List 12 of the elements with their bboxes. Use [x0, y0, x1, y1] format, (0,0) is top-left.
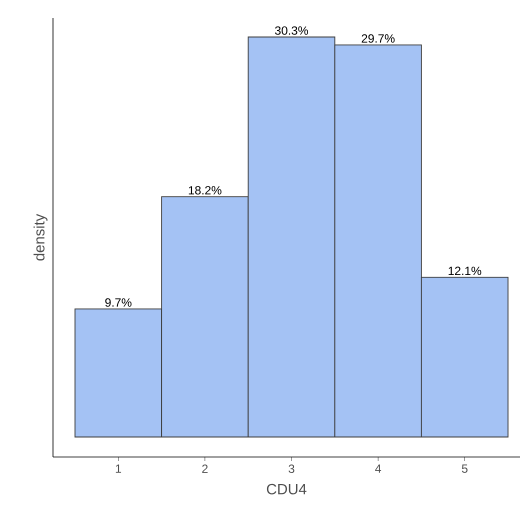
- x-axis-title: CDU4: [266, 484, 306, 494]
- x-tick-label: 2: [202, 464, 208, 473]
- x-tick-label: 1: [116, 464, 122, 473]
- data-label: 29.7%: [362, 34, 395, 43]
- data-label: 9.7%: [105, 298, 132, 307]
- x-tick-label: 4: [375, 464, 382, 473]
- data-label: 18.2%: [188, 186, 222, 195]
- data-label: 12.1%: [448, 266, 482, 276]
- x-tick-label: 5: [462, 464, 468, 473]
- x-tick-label: 3: [288, 464, 294, 473]
- data-label: 30.3%: [275, 26, 308, 35]
- y-axis-title: density: [34, 214, 48, 261]
